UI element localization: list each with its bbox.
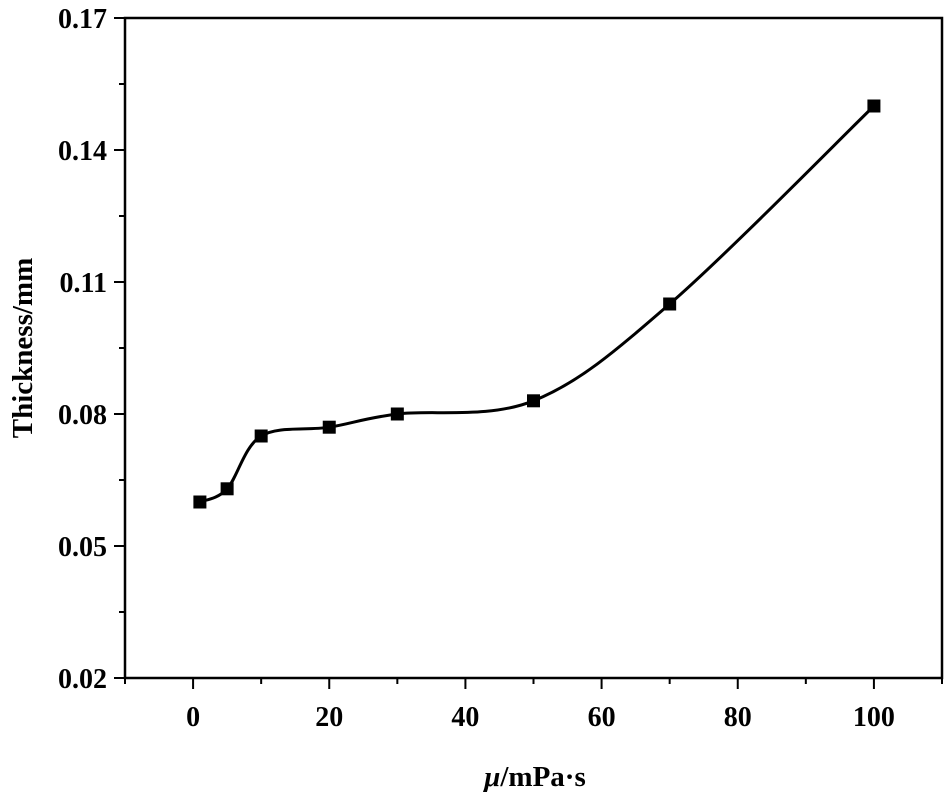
axes: 0 20 40 60 80 100 0.02 0.05 0.08 0.11 0.14 0.17 <box>58 4 944 733</box>
x-tick-label: 80 <box>724 702 752 733</box>
y-tick-label: 0.14 <box>58 136 107 167</box>
data-point <box>867 99 881 113</box>
data-point <box>193 495 207 509</box>
x-tick-label: 60 <box>588 702 616 733</box>
y-tick-label: 0.05 <box>58 532 107 563</box>
data-point <box>527 394 540 408</box>
plot-frame <box>123 16 944 680</box>
data-markers <box>193 99 881 509</box>
x-axis-symbol: μ <box>482 761 500 793</box>
y-axis-title: Thickness/mm <box>7 258 39 438</box>
x-tick-label: 0 <box>186 702 200 733</box>
data-point <box>220 482 234 496</box>
data-point <box>322 420 336 434</box>
x-tick-label: 100 <box>853 702 895 733</box>
y-tick-label: 0.08 <box>58 400 107 431</box>
y-tick-label: 0.11 <box>60 268 107 299</box>
data-point <box>663 297 677 311</box>
data-point <box>254 429 268 443</box>
y-tick-label: 0.17 <box>58 4 107 35</box>
data-point <box>390 407 404 421</box>
x-tick-label: 40 <box>451 702 479 733</box>
series-line <box>199 104 875 504</box>
x-axis-unit: /mPa·s <box>499 761 585 793</box>
y-tick-label: 0.02 <box>58 664 107 695</box>
x-tick-label: 20 <box>315 702 343 733</box>
x-axis-title: μ/mPa·s <box>482 761 586 793</box>
